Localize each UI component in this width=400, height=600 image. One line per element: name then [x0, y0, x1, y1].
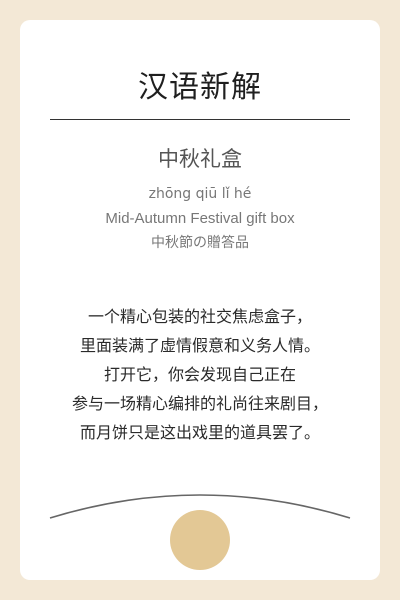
definition-text: 一个精心包装的社交焦虑盒子， 里面装满了虚情假意和义务人情。 打开它，你会发现自… [30, 302, 370, 447]
moon-icon [170, 510, 230, 570]
definition-line: 参与一场精心编排的礼尚往来剧目， [71, 394, 328, 413]
definition-line: 而月饼只是这出戏里的道具罢了。 [79, 423, 320, 442]
term-japanese: 中秋節の贈答品 [151, 235, 249, 251]
card: 汉语新解 中秋礼盒 zhōng qiū lǐ hé Mid-Autumn Fes… [20, 20, 380, 580]
definition-line: 里面装满了虚情假意和义务人情。 [79, 336, 320, 355]
horizon-arc [49, 494, 351, 519]
term-pinyin: zhōng qiū lǐ hé [148, 186, 252, 202]
moon-horizon-ornament [49, 494, 351, 570]
definition-line: 打开它，你会发现自己正在 [103, 365, 296, 384]
term-heading: 中秋礼盒 [158, 147, 242, 171]
title-divider [50, 119, 350, 120]
definition-line: 一个精心包装的社交焦虑盒子， [87, 307, 312, 326]
card-title: 汉语新解 [138, 70, 262, 105]
term-english: Mid-Autumn Festival gift box [105, 210, 295, 227]
